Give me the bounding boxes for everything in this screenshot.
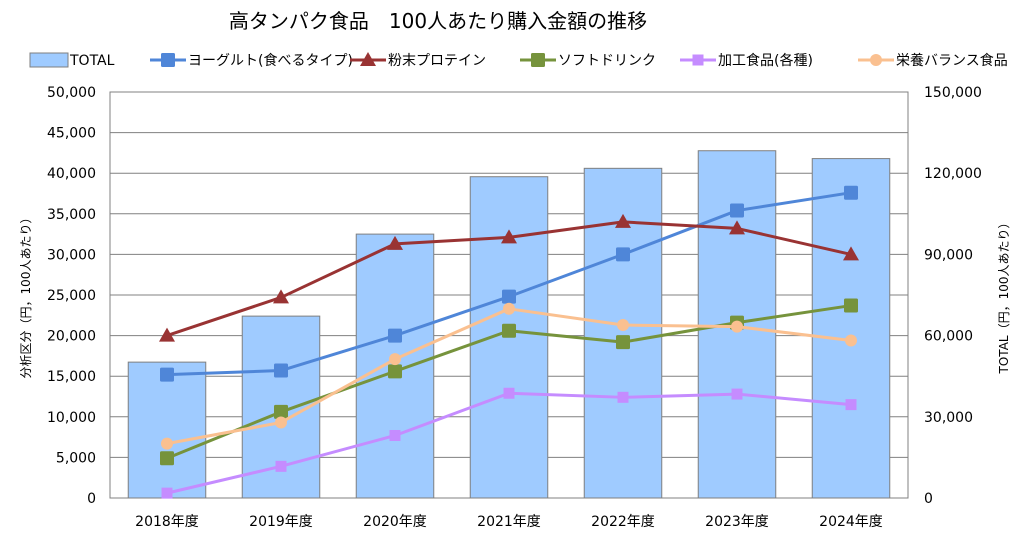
legend-label: ソフトドリンク xyxy=(558,53,656,69)
data-point xyxy=(729,220,745,235)
legend-item-3: ソフトドリンク xyxy=(520,53,656,69)
legend-marker xyxy=(360,52,376,66)
left-tick-label: 10,000 xyxy=(47,410,96,426)
line-series-5 xyxy=(161,302,857,450)
data-point xyxy=(501,229,517,244)
left-tick-label: 30,000 xyxy=(47,247,96,263)
line-series xyxy=(159,185,859,499)
x-tick-label: 2018年度 xyxy=(135,514,199,530)
left-tick-label: 40,000 xyxy=(47,166,96,182)
data-point xyxy=(275,416,287,429)
left-tick-label: 5,000 xyxy=(56,450,96,466)
right-axis-title: TOTAL（円，100人あたり） xyxy=(997,217,1011,375)
left-axis-ticks: 0 5,000 10,000 15,000 20,000 25,000 30,000 35,0… xyxy=(47,85,96,507)
data-point xyxy=(502,323,516,338)
left-tick-label: 50,000 xyxy=(47,85,96,101)
data-point xyxy=(387,235,403,250)
legend: TOTAL ヨーグルト(食べるタイプ) 粉末プロテイン ソフトドリンク 加工食品(各種)… xyxy=(29,52,1008,69)
x-tick-label: 2020年度 xyxy=(363,514,427,530)
line-series-1 xyxy=(160,185,858,382)
legend-label: 栄養バランス食品 xyxy=(896,52,1008,69)
data-point xyxy=(503,302,515,315)
x-tick-label: 2024年度 xyxy=(819,514,883,530)
data-point xyxy=(160,367,174,382)
data-point xyxy=(615,213,631,228)
legend-marker xyxy=(161,53,175,67)
bar-total xyxy=(127,361,207,499)
legend-item-5: 栄養バランス食品 xyxy=(858,52,1008,69)
left-tick-label: 20,000 xyxy=(47,329,96,345)
data-point xyxy=(731,320,743,333)
legend-label: ヨーグルト(食べるタイプ) xyxy=(188,52,353,69)
data-point xyxy=(845,334,857,347)
data-point xyxy=(617,391,629,403)
legend-marker xyxy=(692,54,704,66)
right-tick-label: 60,000 xyxy=(924,329,973,345)
legend-label: TOTAL xyxy=(69,53,115,69)
data-point xyxy=(617,319,629,332)
x-tick-label: 2019年度 xyxy=(249,514,313,530)
x-tick-label: 2022年度 xyxy=(591,514,655,530)
data-point xyxy=(616,335,630,350)
data-point xyxy=(160,451,174,466)
data-point xyxy=(730,203,744,218)
legend-item-1: ヨーグルト(食べるタイプ) xyxy=(150,52,353,69)
data-point xyxy=(843,246,859,261)
data-point xyxy=(845,399,857,411)
legend-item-4: 加工食品(各種) xyxy=(680,52,813,69)
x-axis-ticks: 2018年度 2019年度 2020年度 2021年度 2022年度 2023年度 2024… xyxy=(135,514,883,530)
right-tick-label: 0 xyxy=(924,491,933,507)
data-point xyxy=(502,289,516,304)
data-point xyxy=(844,185,858,200)
data-point xyxy=(388,364,402,379)
legend-marker xyxy=(870,54,882,66)
legend-label: 加工食品(各種) xyxy=(718,52,813,69)
right-tick-label: 30,000 xyxy=(924,410,973,426)
data-point xyxy=(273,289,289,304)
bar-total xyxy=(811,158,891,499)
left-tick-label: 15,000 xyxy=(47,369,96,385)
data-point xyxy=(844,298,858,313)
right-axis-ticks: 0 30,000 60,000 90,000 120,000 150,000 xyxy=(924,85,982,507)
legend-label: 粉末プロテイン xyxy=(388,53,486,69)
data-point xyxy=(161,437,173,450)
data-point xyxy=(616,247,630,262)
legend-marker xyxy=(531,53,545,67)
line-series-2 xyxy=(159,213,859,342)
left-axis-title: 分析区分（円，100人あたり） xyxy=(19,212,33,379)
data-point xyxy=(275,460,287,472)
data-point xyxy=(159,327,175,342)
chart-title: 高タンパク食品 100人あたり購入金額の推移 xyxy=(229,9,647,33)
data-point xyxy=(389,353,401,366)
left-tick-label: 25,000 xyxy=(47,288,96,304)
legend-item-total: TOTAL xyxy=(29,52,115,69)
left-tick-label: 0 xyxy=(87,491,96,507)
right-tick-label: 150,000 xyxy=(924,85,982,101)
left-tick-label: 35,000 xyxy=(47,207,96,223)
right-tick-label: 120,000 xyxy=(924,166,982,182)
data-point xyxy=(503,387,515,399)
x-tick-label: 2023年度 xyxy=(705,514,769,530)
data-point xyxy=(274,363,288,378)
right-tick-label: 90,000 xyxy=(924,247,973,263)
data-point xyxy=(389,429,401,441)
x-tick-label: 2021年度 xyxy=(477,514,541,530)
legend-item-2: 粉末プロテイン xyxy=(350,52,486,69)
data-point xyxy=(388,328,402,343)
data-point xyxy=(161,487,173,499)
data-point xyxy=(274,404,288,419)
legend-swatch xyxy=(29,52,69,68)
data-point xyxy=(731,388,743,400)
line-series-4 xyxy=(161,387,857,499)
left-tick-label: 45,000 xyxy=(47,126,96,142)
